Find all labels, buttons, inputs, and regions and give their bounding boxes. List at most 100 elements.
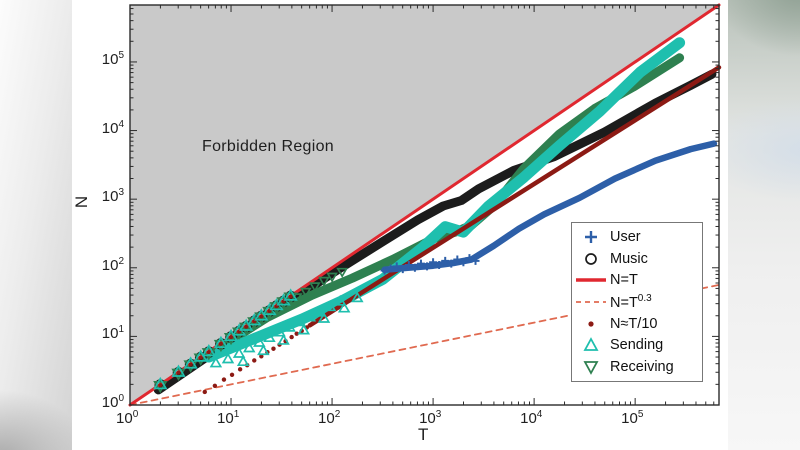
t-over-10-dense-line <box>307 65 722 328</box>
user-plus-marker <box>441 256 450 265</box>
legend-open-circle-icon <box>572 251 610 267</box>
legend-label: User <box>610 229 641 246</box>
t-over-10-dot <box>244 324 249 329</box>
receiving-triangle-marker <box>231 327 247 340</box>
user-plus-marker <box>429 258 438 267</box>
receiving-triangle-marker <box>239 322 254 335</box>
receiving-triangle-marker <box>171 368 186 381</box>
sending-triangle-marker <box>209 356 223 368</box>
user-plus-marker <box>459 258 468 267</box>
legend-label: Receiving <box>610 358 674 375</box>
legend-plus-icon <box>572 229 610 245</box>
sending-triangle-marker <box>303 310 317 322</box>
sending-triangle-marker <box>277 333 290 345</box>
t-over-10-dot <box>288 294 293 299</box>
sending-triangle-marker <box>236 355 250 367</box>
user-plus-marker <box>386 264 395 273</box>
receiving-triangle-marker <box>269 302 284 315</box>
user-plus-marker <box>392 262 401 271</box>
sending-triangle-marker <box>253 336 266 347</box>
x-tick-label-10e0: 100 <box>116 409 139 427</box>
legend-item-user: User <box>572 227 702 248</box>
t-over-10-dot <box>176 370 181 375</box>
t-over-10-dot <box>212 383 218 388</box>
user-plus-marker <box>423 262 432 271</box>
legend-dashed-line-icon <box>572 294 610 310</box>
user-plus-marker <box>410 263 419 272</box>
sending-triangle-marker <box>221 352 235 364</box>
t-over-10-dot <box>221 377 227 382</box>
user-plus-marker <box>447 259 456 268</box>
legend-item-music: Music <box>572 248 702 269</box>
receiving-triangle-marker <box>299 287 312 298</box>
receiving-triangle-marker <box>153 381 168 394</box>
sending-triangle-marker <box>257 344 270 356</box>
user-plus-marker <box>416 259 425 268</box>
receiving-triangle-marker <box>309 282 321 293</box>
receiving-triangle-marker <box>262 306 277 320</box>
receiving-triangle-marker <box>336 267 348 278</box>
t-over-10-dot <box>271 346 276 351</box>
t-over-10-dot <box>252 358 257 363</box>
legend-item-receiving: Receiving <box>572 356 702 377</box>
sending-triangle-marker <box>153 376 168 390</box>
legend-item-n-t-10: N≈T/10 <box>572 313 702 334</box>
t-over-10-dot <box>202 389 207 395</box>
y-tick-label-10e5: 105 <box>101 49 124 68</box>
y-tick-label-10e0: 100 <box>101 393 124 411</box>
sending-triangle-marker <box>171 364 186 377</box>
y-tick-label-10e4: 104 <box>101 118 124 137</box>
receiving-triangle-marker <box>318 276 330 287</box>
user-plus-marker <box>465 254 474 263</box>
t-over-10-dot <box>294 331 299 336</box>
t-over-10-dot <box>198 355 203 360</box>
legend-item-n-t: N=T <box>572 270 702 291</box>
receiving-triangle-marker <box>283 292 298 305</box>
legend-label: N=T <box>610 272 638 289</box>
user-plus-marker <box>398 265 407 274</box>
t-over-10-dot <box>218 341 223 346</box>
legend-label: N≈T/10 <box>610 315 658 332</box>
sending-triangle-marker <box>313 305 327 317</box>
receiving-triangle-marker <box>223 332 239 346</box>
t-over-10-dot <box>259 314 264 319</box>
sending-triangle-marker <box>293 315 306 327</box>
background-right-gradient <box>728 0 800 450</box>
receiving-triangle-marker <box>254 312 269 325</box>
legend-item-n-t: N=T0.3 <box>572 292 702 313</box>
receiving-triangle-marker <box>213 339 229 353</box>
sending-triangle-marker <box>323 300 337 312</box>
receiving-triangle-marker <box>276 297 291 310</box>
x-axis-label: T <box>418 425 429 444</box>
t-over-10-dot <box>188 362 193 367</box>
y-tick-label-10e2: 102 <box>101 255 124 274</box>
x-tick-label-10e2: 102 <box>318 409 341 427</box>
receiving-triangle-marker <box>247 317 262 330</box>
receiving-triangle-marker <box>201 348 216 361</box>
legend-label: Music <box>610 250 648 267</box>
t-over-10-dot <box>158 383 163 388</box>
y-tick-label-10e1: 101 <box>101 324 124 343</box>
plot-legend: User Music N=T N=T0.3 N≈T/10 Sending Receiving <box>571 222 703 382</box>
sending-triangle-marker <box>317 312 331 323</box>
legend-triangle-down-icon <box>572 359 610 375</box>
legend-item-sending: Sending <box>572 335 702 356</box>
y-tick-label-10e3: 103 <box>101 187 124 206</box>
sending-triangle-marker <box>333 294 347 306</box>
user-plus-marker <box>404 261 413 270</box>
sending-triangle-marker <box>351 291 364 303</box>
sending-triangle-marker <box>263 331 276 343</box>
forbidden-region-label: Forbidden Region <box>202 138 334 155</box>
t-over-10-dot <box>259 354 264 359</box>
sending-triangle-marker <box>337 301 351 313</box>
x-tick-label-10e1: 101 <box>217 409 240 427</box>
legend-label: Sending <box>610 337 664 354</box>
legend-dot-icon <box>572 316 610 332</box>
axes-spines <box>129 4 720 406</box>
sending-triangle-marker <box>283 320 296 332</box>
sending-triangle-marker <box>242 341 256 353</box>
sending-triangle-marker <box>297 323 311 335</box>
sending-triangle-marker <box>213 335 229 349</box>
